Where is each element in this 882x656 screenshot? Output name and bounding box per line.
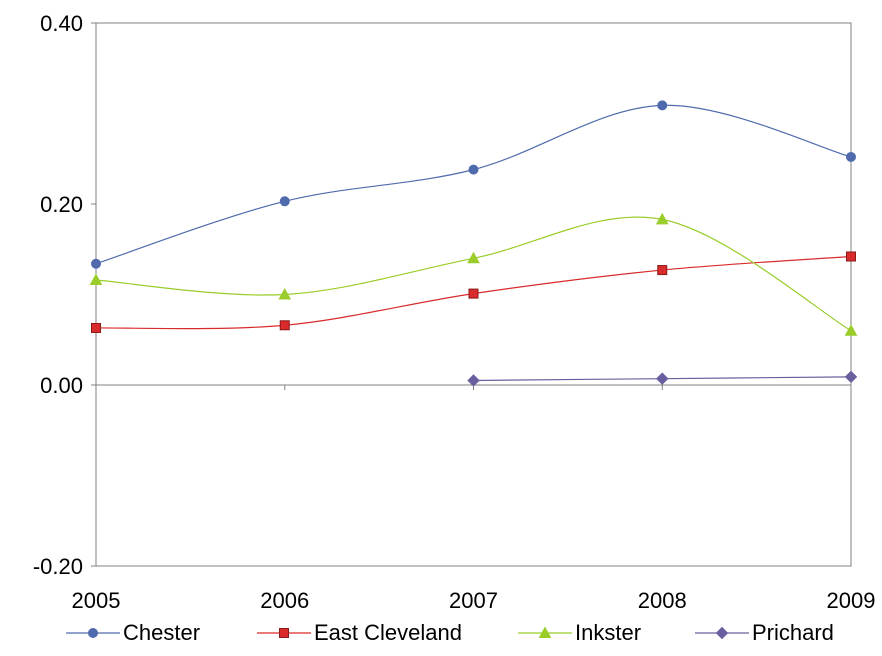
data-point-prichard	[656, 372, 669, 385]
y-tick-label: 0.00	[40, 373, 83, 398]
legend-label-prichard: Prichard	[752, 620, 834, 645]
data-point-inkster	[655, 212, 669, 225]
axes: 0.40 0.20 0.00 -0.20 2005 2006 2007 2008 2009	[33, 11, 876, 613]
data-point-east-cleveland	[846, 251, 856, 262]
data-point-chester	[279, 196, 290, 207]
x-tick-label: 2009	[827, 588, 876, 613]
series-east-cleveland	[91, 251, 856, 333]
data-point-east-cleveland	[279, 320, 290, 331]
data-point-chester	[91, 258, 101, 269]
series-chester	[91, 100, 856, 269]
series-layer	[89, 100, 858, 387]
data-point-east-cleveland	[91, 322, 101, 333]
x-tick-label: 2008	[638, 588, 687, 613]
data-point-inkster	[467, 251, 480, 264]
data-point-inkster	[278, 287, 292, 300]
plot-frame	[95, 22, 852, 567]
data-point-inkster	[844, 324, 858, 336]
data-point-inkster	[89, 273, 103, 286]
data-point-east-cleveland	[657, 265, 668, 276]
x-tick-label: 2005	[72, 588, 121, 613]
legend-marker-inkster	[538, 626, 552, 638]
series-line-chester	[95, 104, 852, 265]
y-tick-label: 0.20	[40, 192, 83, 217]
legend-item-inkster: Inkster	[518, 620, 641, 645]
legend: Chester East Cleveland Inkster Prichard	[66, 620, 834, 645]
legend-item-chester: Chester	[66, 620, 200, 645]
series-line-inkster	[95, 216, 852, 332]
data-point-chester	[468, 164, 479, 175]
legend-marker-chester	[88, 628, 98, 638]
legend-marker-east-cleveland	[279, 628, 289, 638]
legend-item-prichard: Prichard	[695, 620, 834, 645]
x-tick-label: 2006	[260, 588, 309, 613]
x-tick-label: 2007	[449, 588, 498, 613]
y-tick-label: 0.40	[40, 11, 83, 36]
data-point-chester	[657, 100, 668, 111]
data-point-prichard	[467, 374, 480, 387]
legend-label-chester: Chester	[123, 620, 200, 645]
data-point-east-cleveland	[468, 288, 479, 299]
data-point-prichard	[844, 370, 858, 384]
data-point-chester	[846, 151, 856, 162]
legend-label-inkster: Inkster	[575, 620, 641, 645]
legend-item-east-cleveland: East Cleveland	[257, 620, 462, 645]
series-inkster	[89, 212, 858, 336]
series-prichard	[467, 370, 858, 387]
legend-label-east-cleveland: East Cleveland	[314, 620, 462, 645]
y-tick-label: -0.20	[33, 554, 83, 579]
legend-marker-prichard	[715, 626, 729, 640]
